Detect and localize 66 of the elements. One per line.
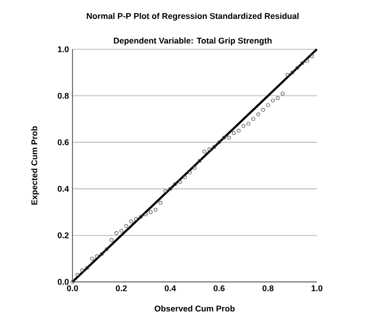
x-tick-label: 0.4	[164, 285, 176, 292]
point	[90, 256, 94, 260]
point	[163, 189, 168, 193]
point	[139, 214, 143, 218]
point	[76, 272, 80, 277]
point	[290, 70, 294, 74]
point	[144, 212, 148, 216]
point	[246, 122, 250, 126]
point	[280, 91, 285, 96]
y-tick-label: 0.2	[58, 232, 69, 238]
point	[104, 247, 109, 252]
point	[202, 150, 206, 154]
x-tick-label: 0.6	[214, 285, 225, 292]
y-tick-label: 1.0	[58, 46, 69, 52]
point	[119, 228, 124, 232]
point	[261, 108, 265, 112]
point	[95, 254, 99, 258]
point	[236, 128, 241, 132]
point	[256, 112, 260, 116]
point	[154, 208, 158, 212]
point	[232, 131, 236, 135]
point	[212, 144, 216, 149]
y-tick-label: 0.4	[58, 186, 69, 192]
point	[124, 224, 128, 228]
y-tick-label: 0.0	[58, 278, 69, 285]
y-axis-title: Expected Cum Prob	[31, 126, 39, 205]
point	[251, 117, 256, 121]
point	[271, 98, 275, 102]
point	[276, 96, 280, 100]
point	[129, 219, 133, 224]
x-tick-label: 0.8	[262, 285, 274, 292]
point	[70, 280, 74, 284]
point	[85, 266, 90, 270]
point	[183, 175, 187, 179]
point	[100, 252, 104, 256]
point	[227, 136, 231, 140]
x-axis-title: Observed Cum Prob	[154, 305, 235, 312]
point	[222, 136, 226, 140]
point	[148, 210, 153, 214]
point	[158, 200, 162, 205]
point	[242, 124, 246, 128]
point	[207, 147, 212, 152]
point	[295, 66, 300, 70]
x-tick-label: 0.0	[67, 285, 78, 292]
chart-subtitle: Dependent Variable: Total Grip Strength	[114, 37, 272, 46]
point	[173, 182, 177, 186]
point	[134, 217, 138, 221]
y-tick-label: 0.6	[58, 139, 69, 146]
point	[188, 170, 192, 174]
x-tick-label: 1.0	[312, 285, 322, 292]
point	[217, 140, 221, 144]
point	[266, 103, 270, 107]
chart-title: Normal P-P Plot of Regression Standardized Residual	[86, 12, 299, 21]
point	[286, 72, 290, 77]
point	[310, 54, 314, 58]
point	[168, 186, 172, 191]
point	[110, 238, 114, 242]
point	[178, 180, 182, 184]
point	[198, 158, 202, 163]
y-tick-label: 0.8	[58, 92, 69, 99]
point	[192, 166, 197, 170]
point	[80, 268, 84, 272]
point	[300, 61, 304, 65]
x-tick-label: 0.2	[116, 285, 127, 292]
point	[114, 231, 118, 235]
point	[305, 58, 309, 63]
